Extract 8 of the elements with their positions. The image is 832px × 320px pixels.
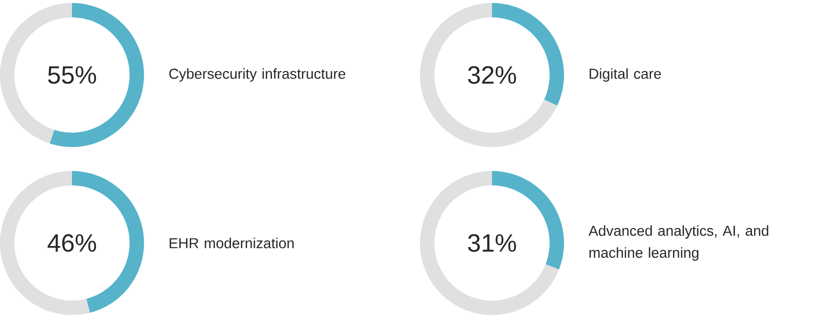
text: 55% <box>48 66 96 84</box>
text: 46% <box>48 234 96 252</box>
slice-label: Advanced analytics, AI, and machine learning <box>588 225 768 261</box>
slice-label: EHR modernization <box>170 238 294 248</box>
slice-label: Digital care <box>590 68 661 82</box>
text: 31% <box>468 234 516 252</box>
text: 32% <box>468 66 516 84</box>
slice-label: Cybersecurity infrastructure <box>169 68 346 82</box>
